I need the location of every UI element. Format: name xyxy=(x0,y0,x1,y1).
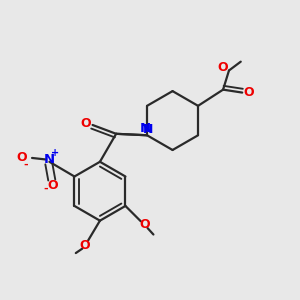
Text: O: O xyxy=(47,179,58,192)
Text: O: O xyxy=(140,218,151,231)
Text: O: O xyxy=(16,151,27,164)
Text: O: O xyxy=(79,238,90,252)
Text: N: N xyxy=(140,122,151,135)
Text: -: - xyxy=(23,159,28,170)
Text: N: N xyxy=(142,124,153,136)
Text: -: - xyxy=(44,183,48,193)
Text: N: N xyxy=(43,153,54,166)
Text: O: O xyxy=(81,117,92,130)
Text: O: O xyxy=(243,86,254,99)
Text: +: + xyxy=(51,148,59,158)
Text: O: O xyxy=(217,61,228,74)
